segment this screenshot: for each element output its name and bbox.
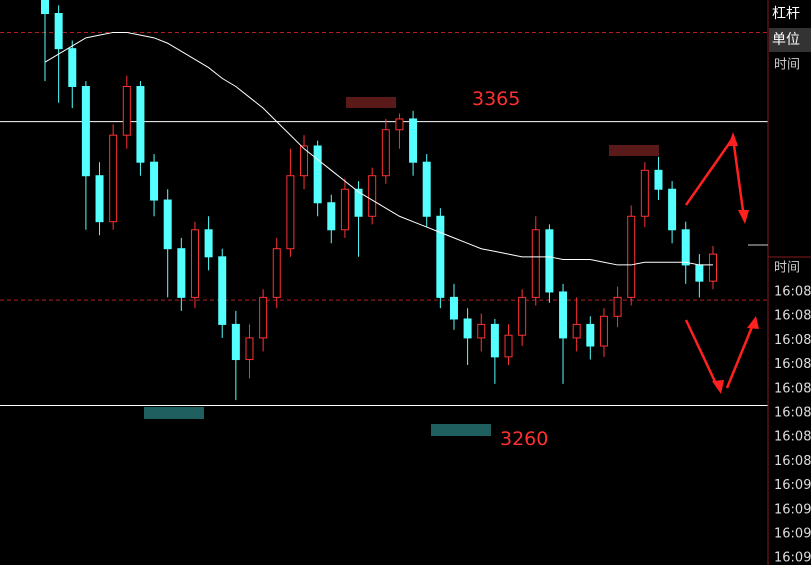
time-row: 16:09: — [774, 527, 811, 542]
candle-body — [381, 129, 390, 177]
candle-body — [109, 134, 118, 223]
candle-body — [68, 48, 77, 88]
candle-body — [654, 169, 663, 190]
arrow — [684, 319, 720, 389]
candle-body — [313, 145, 322, 204]
arrow — [725, 321, 756, 389]
candle-body — [177, 248, 186, 298]
candle-body — [436, 215, 445, 298]
candle-body — [627, 215, 636, 298]
candle-body — [449, 296, 458, 320]
moving-average — [44, 31, 713, 266]
candle-body — [218, 256, 227, 325]
candle-body — [640, 169, 649, 217]
candle-body — [327, 202, 336, 231]
candle-body — [409, 118, 418, 163]
candle-body — [572, 323, 581, 339]
time-row: 16:09: — [774, 478, 811, 493]
candle-body — [559, 291, 568, 339]
candle-body — [422, 161, 431, 217]
time-row: 16:08: — [774, 309, 811, 324]
candle-body — [545, 229, 554, 293]
candle-body — [300, 145, 309, 177]
time-row: 16:08: — [774, 430, 811, 445]
candle-body — [204, 229, 213, 258]
arrows — [684, 132, 759, 394]
time-row: 16:08: — [774, 357, 811, 372]
selected-row — [769, 28, 811, 52]
unit-tab[interactable]: 单位 — [772, 32, 800, 48]
candle-body — [272, 248, 281, 298]
candle-body — [136, 86, 145, 163]
blurred-label — [609, 145, 659, 156]
leverage-tab[interactable]: 杠杆 — [772, 6, 800, 22]
candle-body — [150, 161, 159, 201]
arrow — [684, 137, 735, 206]
time-row: 16:08: — [774, 333, 811, 348]
candle-body — [709, 253, 717, 282]
candle-body — [231, 323, 240, 361]
blurred-label — [144, 407, 204, 419]
candle-body — [695, 264, 704, 282]
sidebar: 杠杆 单位 时间 时间 16:08: 16:08: 16:08: 16:08: 16:0… — [748, 0, 811, 565]
candle-body — [122, 86, 131, 136]
candle-body — [599, 315, 608, 347]
candle-body — [354, 188, 363, 217]
candle-body — [668, 188, 677, 231]
blurred-label — [346, 97, 396, 108]
candle-body — [586, 323, 595, 347]
time-row: 16:08: — [774, 406, 811, 421]
time-header: 时间 — [774, 261, 800, 276]
candle-body — [41, 0, 49, 15]
candle-body — [368, 175, 377, 217]
candle-body — [681, 229, 690, 266]
candle-body — [531, 229, 540, 298]
candle-body — [190, 229, 199, 298]
arrow-head — [747, 316, 759, 329]
candle-body — [245, 337, 254, 361]
candle-body — [340, 188, 349, 231]
arrow-head — [712, 380, 724, 394]
candle-body — [613, 296, 622, 317]
time-row: 16:08: — [774, 285, 811, 300]
candle-body — [490, 323, 499, 358]
time-row: 16:09: — [774, 551, 811, 565]
candle-body — [504, 334, 513, 358]
arrow — [731, 137, 746, 219]
candle-body — [477, 323, 486, 339]
time-row: 16:09: — [774, 502, 811, 517]
candle-body — [163, 199, 172, 250]
plot-area: 3365 3260 — [0, 0, 768, 450]
candle-body — [463, 318, 472, 339]
arrow-head — [738, 210, 749, 224]
candle-body — [259, 296, 268, 339]
candle-body — [395, 118, 404, 131]
time-header: 时间 — [774, 58, 800, 73]
level-label: 3365 — [472, 88, 520, 110]
candle-body — [95, 175, 104, 223]
candle-body — [518, 296, 527, 336]
candle-body — [54, 13, 63, 50]
candle-body — [286, 175, 295, 250]
time-row: 16:08: — [774, 381, 811, 396]
level-label: 3260 — [500, 428, 548, 450]
time-row: 16:08: — [774, 454, 811, 469]
candle-body — [81, 86, 90, 177]
arrow-head — [728, 132, 738, 146]
blurred-label — [431, 424, 491, 436]
